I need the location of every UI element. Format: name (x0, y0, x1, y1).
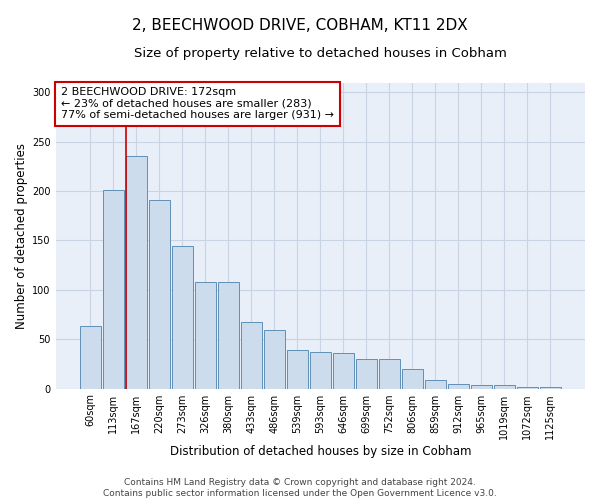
Y-axis label: Number of detached properties: Number of detached properties (15, 142, 28, 328)
Bar (103, 190, 124, 388)
Bar (379, 359, 400, 388)
Bar (80, 326, 101, 388)
Text: 2, BEECHWOOD DRIVE, COBHAM, KT11 2DX: 2, BEECHWOOD DRIVE, COBHAM, KT11 2DX (132, 18, 468, 32)
Bar (149, 200, 170, 388)
Bar (402, 369, 423, 388)
Bar (126, 156, 147, 388)
Bar (333, 353, 354, 388)
Bar (494, 384, 515, 388)
Bar (356, 359, 377, 388)
Bar (310, 352, 331, 389)
X-axis label: Distribution of detached houses by size in Cobham: Distribution of detached houses by size … (170, 444, 471, 458)
Bar (264, 330, 285, 388)
Bar (471, 384, 492, 388)
Bar (540, 386, 561, 388)
Bar (448, 384, 469, 388)
Bar (241, 322, 262, 388)
Bar (425, 380, 446, 388)
Title: Size of property relative to detached houses in Cobham: Size of property relative to detached ho… (134, 48, 507, 60)
Text: Contains HM Land Registry data © Crown copyright and database right 2024.
Contai: Contains HM Land Registry data © Crown c… (103, 478, 497, 498)
Bar (517, 386, 538, 388)
Bar (287, 350, 308, 389)
Bar (172, 246, 193, 388)
Text: 2 BEECHWOOD DRIVE: 172sqm
← 23% of detached houses are smaller (283)
77% of semi: 2 BEECHWOOD DRIVE: 172sqm ← 23% of detac… (61, 87, 334, 120)
Bar (218, 282, 239, 389)
Bar (195, 282, 216, 389)
